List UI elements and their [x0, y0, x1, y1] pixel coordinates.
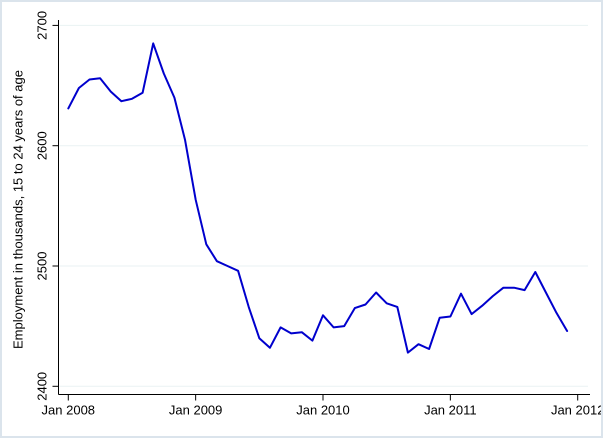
employment-series-line	[67, 42, 569, 354]
y-tick-label: 2700	[35, 11, 50, 40]
y-axis-title: Employment in thousands, 15 to 24 years …	[10, 70, 26, 349]
x-tick-label: Jan 2010	[296, 403, 350, 418]
y-tick-label: 2400	[35, 372, 50, 401]
y-tick-label: 2500	[35, 252, 50, 281]
x-tick-label: Jan 2009	[169, 403, 223, 418]
y-tick-label: 2600	[35, 131, 50, 160]
x-tick-label: Jan 2012	[551, 403, 601, 418]
x-tick-label: Jan 2008	[42, 403, 96, 418]
x-tick-label: Jan 2011	[424, 403, 477, 418]
